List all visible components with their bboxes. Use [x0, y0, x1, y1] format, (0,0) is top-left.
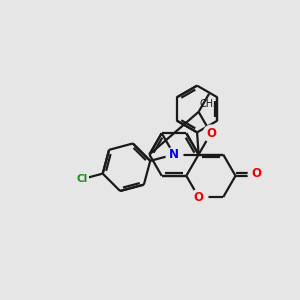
Text: N: N — [169, 148, 179, 161]
Text: Cl: Cl — [77, 174, 88, 184]
Text: CH₃: CH₃ — [200, 99, 218, 109]
Text: O: O — [206, 127, 216, 140]
Text: O: O — [251, 167, 261, 180]
Text: O: O — [194, 190, 204, 204]
